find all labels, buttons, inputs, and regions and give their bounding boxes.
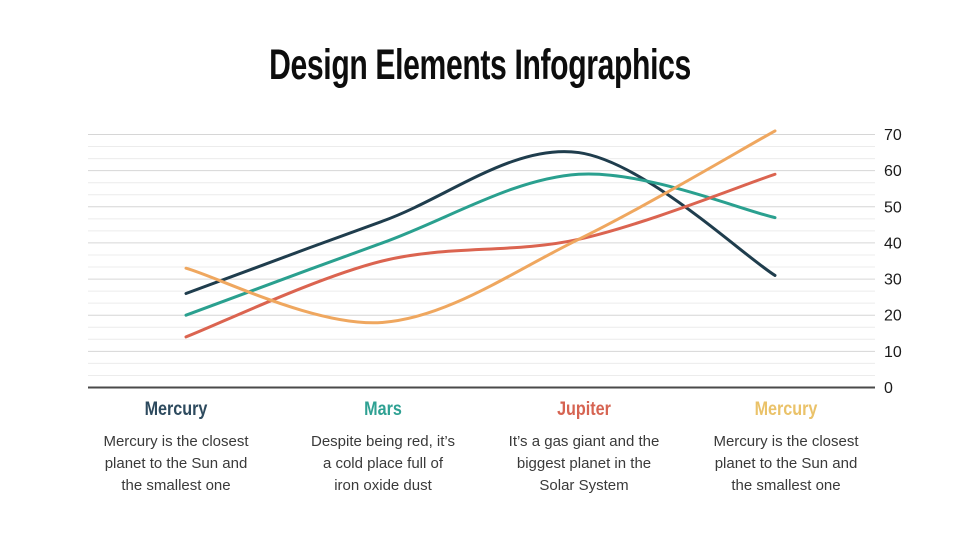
y-axis-tick-label: 0 — [884, 380, 893, 397]
series-line-mercury-yellow- — [184, 129, 777, 325]
planet-description: Mercury is the closest planet to the Sun… — [103, 433, 249, 494]
planet-description: It’s a gas giant and the biggest planet … — [508, 433, 660, 494]
y-axis-tick-label: 20 — [884, 308, 902, 325]
y-axis-tick-label: 10 — [884, 344, 902, 361]
planet-name: Mercury — [754, 399, 818, 420]
planet-column-mercury-2: Mercury Mercury is the closest planet to… — [686, 398, 886, 497]
y-axis-tick-label: 40 — [884, 235, 902, 252]
planet-name: Mars — [364, 399, 402, 420]
slide-title: Design Elements Infographics — [269, 41, 691, 89]
y-axis-tick-label: 50 — [884, 199, 902, 216]
y-axis-tick-label: 60 — [884, 163, 902, 180]
planet-name: Mercury — [144, 399, 208, 420]
series-line-mars-teal- — [184, 172, 777, 317]
y-axis-tick-label: 30 — [884, 272, 902, 289]
planet-column-mars: Mars Despite being red, it’s a cold plac… — [283, 398, 483, 497]
planet-description: Mercury is the closest planet to the Sun… — [713, 433, 859, 494]
planet-name: Jupiter — [557, 399, 611, 420]
y-axis-tick-label: 70 — [884, 127, 902, 144]
series-line-mercury-dark- — [184, 150, 777, 296]
planet-column-jupiter: Jupiter It’s a gas giant and the biggest… — [484, 398, 684, 497]
series-line-jupiter-coral- — [184, 172, 777, 339]
planet-column-mercury-1: Mercury Mercury is the closest planet to… — [76, 398, 276, 497]
planet-description: Despite being red, it’s a cold place ful… — [311, 433, 455, 494]
